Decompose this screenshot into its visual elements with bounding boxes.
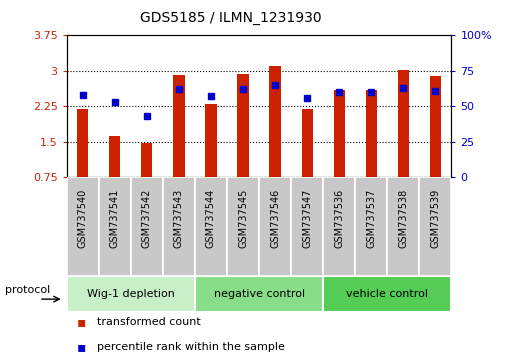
Bar [163,177,195,276]
Text: GSM737539: GSM737539 [430,189,440,248]
Bar [195,276,323,312]
Bar [67,276,195,312]
Bar [195,177,227,276]
Bar [77,109,88,177]
Text: GSM737542: GSM737542 [142,189,152,248]
Text: transformed count: transformed count [97,317,201,327]
Text: GSM737543: GSM737543 [174,189,184,248]
Bar [355,177,387,276]
Text: ▪: ▪ [77,315,86,329]
Text: ▪: ▪ [77,340,86,354]
Text: vehicle control: vehicle control [346,289,428,299]
Text: GSM737541: GSM737541 [110,189,120,248]
Bar [366,90,377,177]
Bar [259,177,291,276]
Bar [173,75,185,177]
Text: Wig-1 depletion: Wig-1 depletion [87,289,175,299]
Bar [387,177,420,276]
Bar [98,177,131,276]
Text: GSM737537: GSM737537 [366,189,376,248]
Text: GSM737538: GSM737538 [399,189,408,248]
Bar [238,74,249,177]
Text: percentile rank within the sample: percentile rank within the sample [97,342,285,352]
Text: GSM737536: GSM737536 [334,189,344,248]
Bar [291,177,323,276]
Bar [67,177,98,276]
Bar [323,276,451,312]
Text: GSM737546: GSM737546 [270,189,280,248]
Text: GDS5185 / ILMN_1231930: GDS5185 / ILMN_1231930 [140,11,322,25]
Text: protocol: protocol [5,285,50,295]
Bar [333,90,345,177]
Bar [131,177,163,276]
Text: GSM737547: GSM737547 [302,189,312,248]
Bar [109,136,121,177]
Bar [420,177,451,276]
Bar [141,143,152,177]
Bar [398,70,409,177]
Text: GSM737540: GSM737540 [78,189,88,248]
Text: negative control: negative control [213,289,305,299]
Bar [269,66,281,177]
Bar [323,177,355,276]
Bar [227,177,259,276]
Text: GSM737544: GSM737544 [206,189,216,248]
Bar [205,104,216,177]
Text: GSM737545: GSM737545 [238,189,248,248]
Bar [302,109,313,177]
Bar [430,76,441,177]
